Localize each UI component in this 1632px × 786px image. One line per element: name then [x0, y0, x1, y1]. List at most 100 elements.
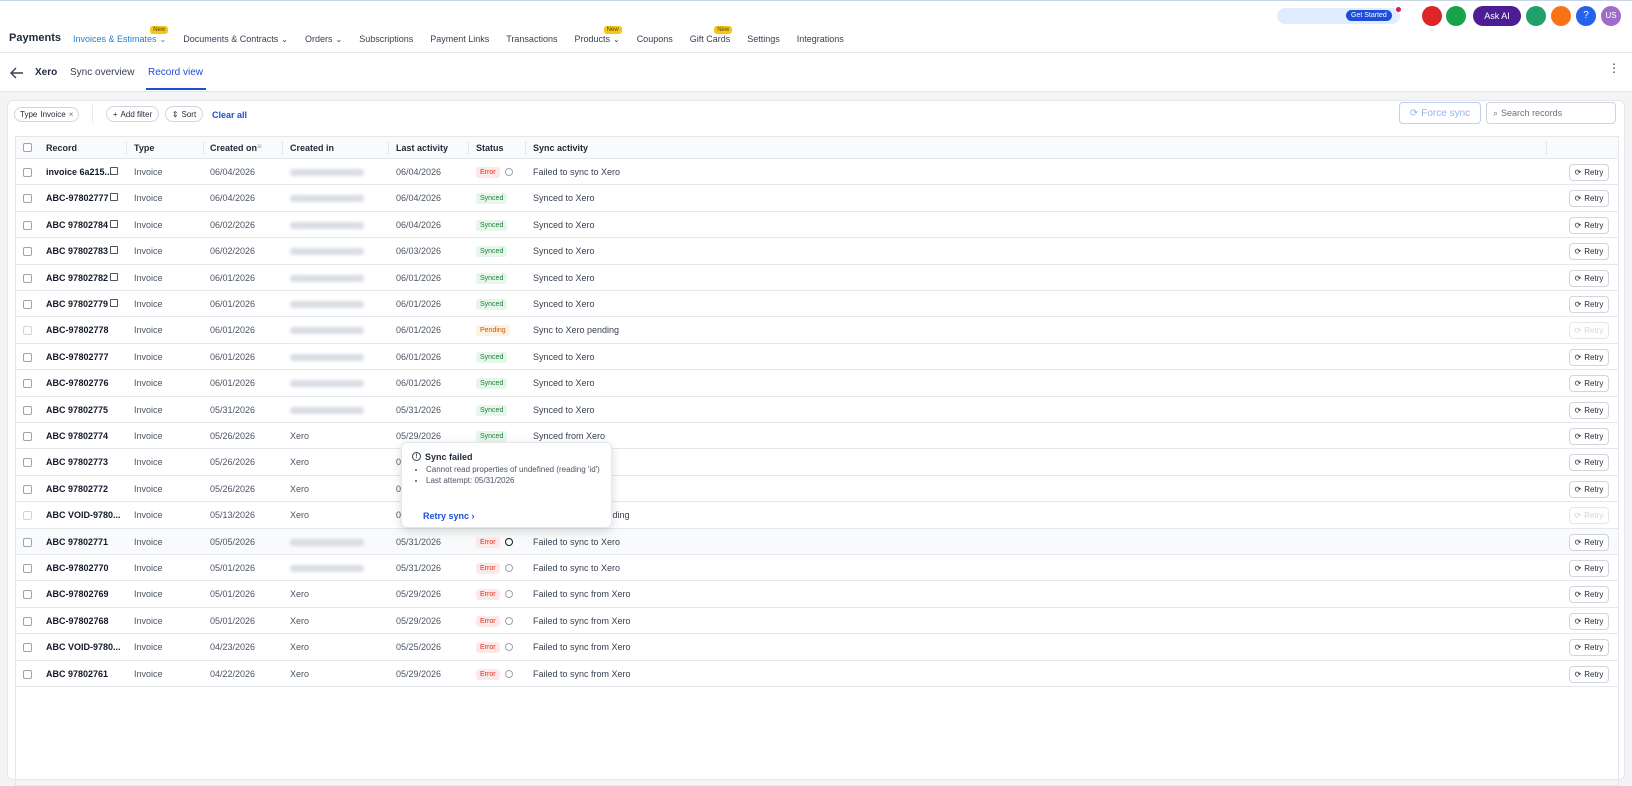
table-row[interactable]: ABC-97802770 Invoice 05/01/2026 05/31/2026 E…: [16, 555, 1618, 582]
remove[interactable]: ×: [68, 110, 74, 119]
table-row[interactable]: ABC-97802777 Invoice 06/01/2026 06/01/2026 S…: [16, 344, 1618, 371]
checkbox[interactable]: [23, 352, 32, 362]
nav-item[interactable]: Integrations: [797, 34, 844, 44]
table-row[interactable]: ABC 97802775 Invoice 05/31/2026 05/31/2026 S…: [16, 397, 1618, 423]
nav-item[interactable]: Products ⌄ New: [574, 26, 622, 44]
sort[interactable]: ⇕ Sort: [165, 106, 203, 122]
retry-button[interactable]: ⟳ Retry: [1569, 216, 1609, 234]
table-row[interactable]: invoice 6a215... Invoice 06/04/2026 06/04/2…: [16, 159, 1618, 186]
table-row[interactable]: ABC 97802771 Invoice 05/05/2026 05/31/2026 E…: [16, 528, 1618, 555]
record-id[interactable]: ABC 97802782: [46, 272, 109, 283]
record-id[interactable]: ABC VOID-9780...: [46, 510, 121, 521]
error-info-icon[interactable]: [505, 643, 513, 652]
checkbox[interactable]: [23, 458, 32, 468]
error-info-icon[interactable]: [505, 564, 513, 572]
external-link-icon[interactable]: [110, 193, 118, 202]
error-info-icon[interactable]: [505, 168, 513, 176]
external-link-icon[interactable]: [110, 246, 118, 255]
record-id[interactable]: ABC 97802784: [46, 219, 109, 230]
table-row[interactable]: ABC-97802768 Invoice 05/01/2026 Xero 05/29/2…: [16, 608, 1618, 635]
checkbox[interactable]: [23, 326, 32, 336]
tab[interactable]: Sync overview: [70, 67, 135, 78]
record-id[interactable]: ABC VOID-9780...: [46, 642, 121, 653]
checkbox[interactable]: [23, 379, 32, 389]
retry-button[interactable]: ⟳ Retry: [1569, 375, 1609, 393]
column-header[interactable]: Sync activity: [533, 143, 589, 153]
record-id[interactable]: ABC 97802775: [46, 404, 109, 415]
retry-button[interactable]: ⟳ Retry: [1569, 348, 1609, 366]
table-row[interactable]: ABC-97802776 Invoice 06/01/2026 06/01/2026 S…: [16, 370, 1618, 397]
checkbox[interactable]: [23, 194, 32, 204]
checkbox[interactable]: [23, 247, 32, 257]
checkbox[interactable]: [23, 143, 32, 152]
checkbox[interactable]: [23, 484, 32, 494]
record-id[interactable]: ABC-97802777: [46, 193, 109, 204]
help[interactable]: ?: [1576, 6, 1596, 26]
record-id[interactable]: ABC-97802770: [46, 563, 109, 573]
column-header[interactable]: Created on: [210, 143, 258, 153]
table-row[interactable]: ABC 97802782 Invoice 06/01/2026 06/01/2026 S…: [16, 265, 1618, 291]
nav-item[interactable]: Settings: [747, 34, 780, 44]
checkbox[interactable]: [23, 405, 32, 415]
retry-button[interactable]: ⟳ Retry: [1569, 665, 1609, 683]
record-id[interactable]: ABC-97802777: [46, 351, 109, 362]
nav-item[interactable]: Payment Links: [430, 34, 489, 44]
record-id[interactable]: ABC 97802779: [46, 299, 109, 309]
table-row[interactable]: ABC 97802783 Invoice 06/02/2026 06/03/2026 S…: [16, 238, 1618, 265]
nav-item[interactable]: Gift Cards New: [690, 26, 733, 44]
retry-button[interactable]: ⟳ Retry: [1569, 164, 1609, 181]
record-id[interactable]: ABC-97802769: [46, 589, 109, 600]
retry-button[interactable]: ⟳ Retry: [1569, 533, 1609, 551]
record-id[interactable]: invoice 6a215...: [46, 167, 113, 177]
nav-item[interactable]: Coupons: [637, 34, 673, 44]
table-row[interactable]: ABC-97802777 Invoice 06/04/2026 06/04/2026 S…: [16, 185, 1618, 212]
record-id[interactable]: ABC 97802783: [46, 246, 109, 257]
error-info-icon[interactable]: [505, 616, 513, 625]
external-link-icon[interactable]: [110, 272, 118, 281]
retry-button[interactable]: ⟳ Retry: [1569, 639, 1609, 657]
record-id[interactable]: ABC 97802773: [46, 457, 109, 468]
table-row[interactable]: ABC 97802772Invoice05/26/2026Xero05/29/2…: [16, 476, 1618, 503]
checkbox[interactable]: [23, 220, 32, 230]
clear-all[interactable]: Clear all: [212, 110, 248, 120]
checkbox[interactable]: [23, 432, 32, 441]
error-info-icon[interactable]: [505, 537, 513, 546]
table-row[interactable]: ABC 97802761 Invoice 04/22/2026 Xero 05/29/2…: [16, 661, 1618, 687]
tab-active[interactable]: Record view: [148, 67, 204, 78]
column-header[interactable]: Record: [46, 143, 78, 153]
retry-button[interactable]: ⟳ Retry: [1569, 296, 1609, 313]
record-id[interactable]: ABC-97802776: [46, 378, 109, 389]
retry-button[interactable]: ⟳ Retry: [1569, 428, 1609, 445]
checkbox[interactable]: [23, 564, 32, 573]
retry-sync-link[interactable]: Retry sync ›: [423, 511, 475, 521]
external-link-icon[interactable]: [110, 167, 118, 175]
phone-icon[interactable]: [1446, 6, 1466, 26]
nav-item[interactable]: Subscriptions: [359, 34, 413, 44]
record-id[interactable]: ABC-97802768: [46, 615, 109, 626]
external-link-icon[interactable]: [110, 299, 118, 307]
checkbox[interactable]: [23, 273, 32, 283]
table-row[interactable]: ABC 97802784 Invoice 06/02/2026 06/04/2026 S…: [16, 212, 1618, 239]
table-row[interactable]: ABC 97802779 Invoice 06/01/2026 06/01/2026 S…: [16, 291, 1618, 318]
retry-button[interactable]: ⟳ Retry: [1569, 401, 1609, 419]
external-link-icon[interactable]: [110, 219, 118, 228]
checkbox[interactable]: [23, 511, 32, 521]
add-filter[interactable]: + Add filter: [106, 106, 159, 122]
nav-item[interactable]: Transactions: [506, 34, 557, 44]
table-row[interactable]: ABC-97802769 Invoice 05/01/2026 Xero 05/29/2…: [16, 581, 1618, 608]
error-info-icon[interactable]: [505, 669, 513, 678]
record-id[interactable]: ABC-97802778: [46, 325, 109, 336]
record-id[interactable]: ABC 97802761: [46, 668, 109, 679]
column-header[interactable]: Type: [134, 143, 155, 153]
checkbox[interactable]: [23, 300, 32, 309]
record-id[interactable]: ABC 97802771: [46, 536, 109, 547]
checkbox[interactable]: [23, 537, 32, 547]
checkbox[interactable]: [23, 669, 32, 679]
error-info-icon[interactable]: [505, 590, 513, 599]
retry-button[interactable]: ⟳ Retry: [1569, 612, 1609, 630]
back-arrow[interactable]: [10, 67, 24, 79]
retry-button[interactable]: ⟳ Retry: [1569, 480, 1609, 498]
table-row[interactable]: ABC 97802773Invoice05/26/2026Xero05/29/2…: [16, 449, 1618, 476]
nav-item[interactable]: Orders ⌄: [305, 34, 342, 44]
table-row[interactable]: ABC 97802774 Invoice 05/26/2026 Xero 05/29/2…: [16, 423, 1618, 450]
